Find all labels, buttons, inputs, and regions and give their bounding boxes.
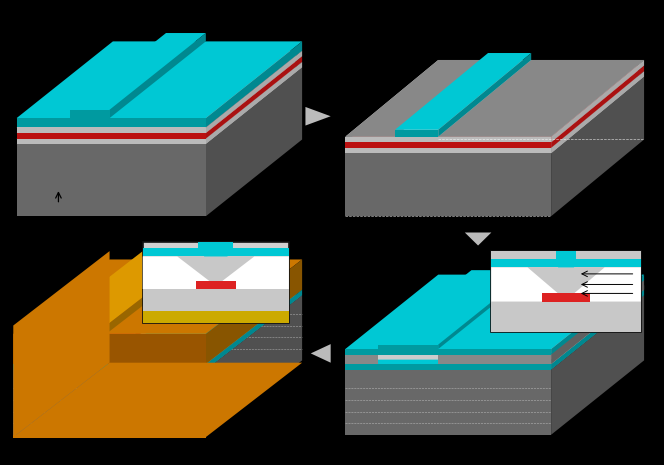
Polygon shape xyxy=(17,62,302,139)
Polygon shape xyxy=(17,41,302,118)
Polygon shape xyxy=(70,33,206,110)
Polygon shape xyxy=(206,290,302,370)
Polygon shape xyxy=(438,60,644,137)
Polygon shape xyxy=(222,257,289,289)
Polygon shape xyxy=(13,363,302,437)
Polygon shape xyxy=(345,370,551,435)
Polygon shape xyxy=(345,285,644,359)
Polygon shape xyxy=(491,259,641,267)
Polygon shape xyxy=(551,66,644,148)
Polygon shape xyxy=(378,270,531,345)
Polygon shape xyxy=(206,62,302,144)
Polygon shape xyxy=(70,110,110,118)
Polygon shape xyxy=(438,280,531,359)
Polygon shape xyxy=(345,66,644,142)
Polygon shape xyxy=(345,290,644,364)
Polygon shape xyxy=(13,295,302,370)
Polygon shape xyxy=(106,281,203,360)
Polygon shape xyxy=(551,290,644,370)
Polygon shape xyxy=(46,286,203,360)
Polygon shape xyxy=(551,275,644,355)
Polygon shape xyxy=(206,41,302,127)
Polygon shape xyxy=(206,295,302,435)
Polygon shape xyxy=(491,267,558,302)
Polygon shape xyxy=(13,435,206,438)
Polygon shape xyxy=(13,290,302,364)
Polygon shape xyxy=(345,364,551,370)
Polygon shape xyxy=(143,254,289,311)
Polygon shape xyxy=(395,130,438,137)
Polygon shape xyxy=(378,345,438,349)
Polygon shape xyxy=(17,51,302,127)
Polygon shape xyxy=(491,251,641,332)
Polygon shape xyxy=(345,142,551,148)
Polygon shape xyxy=(395,53,531,130)
Polygon shape xyxy=(345,148,551,153)
Polygon shape xyxy=(17,133,206,139)
Polygon shape xyxy=(345,60,644,137)
Polygon shape xyxy=(13,259,302,334)
Polygon shape xyxy=(17,144,206,216)
Polygon shape xyxy=(17,67,302,144)
Polygon shape xyxy=(345,153,551,216)
Polygon shape xyxy=(345,60,488,137)
Polygon shape xyxy=(305,107,331,126)
Polygon shape xyxy=(17,118,206,127)
Polygon shape xyxy=(106,251,203,334)
Polygon shape xyxy=(106,286,203,364)
Polygon shape xyxy=(551,60,644,142)
Polygon shape xyxy=(574,267,641,302)
Polygon shape xyxy=(206,51,302,133)
Polygon shape xyxy=(556,259,576,267)
Polygon shape xyxy=(438,270,531,349)
Polygon shape xyxy=(551,71,644,153)
Polygon shape xyxy=(551,279,644,364)
Polygon shape xyxy=(206,67,302,216)
Polygon shape xyxy=(13,251,110,437)
Polygon shape xyxy=(17,127,206,133)
Polygon shape xyxy=(17,139,206,144)
Polygon shape xyxy=(551,295,644,435)
Polygon shape xyxy=(143,257,209,289)
Polygon shape xyxy=(46,281,203,356)
Polygon shape xyxy=(199,248,233,257)
FancyBboxPatch shape xyxy=(491,251,641,332)
Polygon shape xyxy=(378,280,531,355)
Polygon shape xyxy=(345,275,644,349)
Polygon shape xyxy=(542,293,590,302)
Polygon shape xyxy=(345,77,644,153)
Polygon shape xyxy=(345,349,551,355)
Polygon shape xyxy=(17,56,302,133)
Polygon shape xyxy=(206,56,302,139)
Polygon shape xyxy=(556,251,576,259)
Polygon shape xyxy=(551,77,644,216)
Polygon shape xyxy=(46,251,203,326)
Polygon shape xyxy=(199,242,233,248)
Polygon shape xyxy=(345,354,378,364)
Polygon shape xyxy=(551,285,644,364)
Polygon shape xyxy=(110,33,206,118)
Polygon shape xyxy=(13,334,206,364)
Polygon shape xyxy=(465,232,491,246)
Polygon shape xyxy=(345,71,644,148)
Polygon shape xyxy=(143,311,289,323)
Polygon shape xyxy=(13,364,206,370)
Polygon shape xyxy=(345,137,551,142)
Polygon shape xyxy=(196,281,236,289)
Polygon shape xyxy=(13,370,206,435)
Polygon shape xyxy=(311,344,331,363)
Polygon shape xyxy=(345,295,644,370)
FancyBboxPatch shape xyxy=(143,242,289,323)
Polygon shape xyxy=(143,248,289,257)
Polygon shape xyxy=(206,259,302,364)
Polygon shape xyxy=(438,354,551,364)
Polygon shape xyxy=(438,53,531,137)
